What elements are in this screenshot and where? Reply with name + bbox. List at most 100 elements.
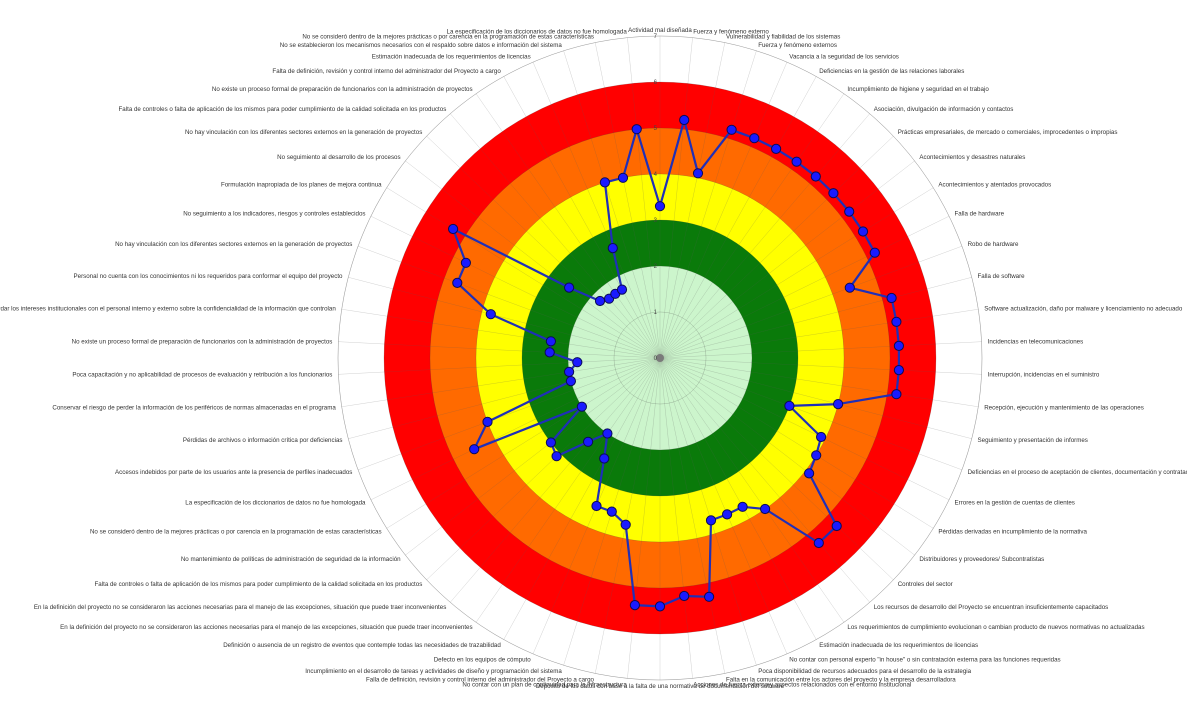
data-point — [811, 450, 822, 461]
data-point — [791, 156, 802, 167]
category-label: Errores en la gestión de cuentas de clie… — [955, 499, 1075, 506]
spoke — [370, 357, 661, 501]
data-point — [594, 295, 606, 307]
category-label: La especificación de los diccionarios de… — [447, 29, 628, 36]
spoke — [659, 61, 788, 359]
spoke — [341, 308, 661, 359]
data-point — [565, 376, 577, 387]
category-label: No seguimiento a los indicadores, riesgo… — [183, 211, 365, 218]
data-point — [469, 444, 480, 455]
data-point — [620, 519, 631, 530]
spoke — [338, 341, 661, 359]
spoke — [594, 42, 661, 359]
spoke — [659, 357, 963, 471]
data-point — [810, 171, 821, 182]
spoke — [386, 187, 661, 359]
spoke — [659, 357, 894, 581]
data-point — [599, 177, 611, 188]
category-label: Controles del sector — [898, 581, 953, 588]
tick-label: 6 — [654, 80, 658, 86]
data-point — [564, 282, 575, 293]
spoke — [405, 357, 661, 556]
spoke — [450, 113, 661, 359]
spoke — [475, 357, 661, 623]
category-label: No se consideró dentro de la mejores prá… — [302, 34, 594, 41]
category-label: No se consideró dentro de la mejores prá… — [90, 529, 382, 536]
spoke — [341, 357, 661, 408]
tick-label: 3 — [654, 218, 658, 224]
spoke — [370, 215, 661, 359]
data-point — [833, 399, 844, 410]
data-point — [760, 503, 771, 515]
category-label: No mantenimiento de políticas de adminis… — [181, 556, 401, 563]
spoke — [659, 135, 894, 359]
data-point — [629, 600, 641, 611]
data-point — [460, 257, 471, 268]
data-point — [583, 436, 594, 447]
data-point — [886, 292, 897, 304]
spoke — [659, 357, 982, 375]
category-label: Seguimiento y presentación de informes — [978, 437, 1088, 444]
spoke — [503, 357, 661, 640]
data-point — [482, 416, 493, 427]
spoke — [659, 357, 693, 679]
category-label: Poca capacitación y no aplicabilidad de … — [72, 372, 332, 379]
data-point — [564, 366, 575, 377]
spoke — [386, 357, 661, 529]
spoke — [405, 160, 661, 359]
data-point — [679, 590, 690, 602]
spoke — [659, 357, 934, 529]
category-label: Salvaguardar los intereses institucional… — [0, 305, 336, 312]
tick-label: 0 — [654, 356, 658, 362]
data-point — [816, 431, 827, 443]
spoke — [659, 357, 870, 603]
category-label: Robo de hardware — [968, 241, 1019, 248]
data-point — [485, 309, 496, 320]
spoke — [348, 357, 661, 439]
data-point — [813, 537, 824, 549]
category-label: Acciones de fuerza externa y aspectos re… — [693, 681, 911, 688]
data-point — [452, 277, 463, 288]
category-label: Falla de software — [978, 273, 1026, 280]
spoke — [450, 357, 661, 603]
category-label: Acontecimientos y desastres naturales — [919, 154, 1025, 161]
series-markers — [448, 114, 905, 612]
spoke — [659, 357, 757, 666]
data-point — [654, 201, 666, 212]
category-label: Estimación inadecuada de los requerimien… — [819, 642, 978, 649]
spoke — [627, 357, 661, 679]
data-point — [726, 124, 737, 135]
data-point — [869, 247, 880, 258]
category-label: Recepción, ejecución y mantenimiento de … — [984, 405, 1144, 412]
spoke — [659, 357, 979, 408]
data-point — [572, 357, 583, 368]
data-point — [544, 347, 555, 358]
spoke — [426, 135, 661, 359]
data-point — [771, 143, 782, 154]
category-label: Poca disponibilidad de recursos adecuado… — [758, 668, 971, 675]
spoke — [357, 245, 661, 359]
data-point — [844, 206, 855, 217]
category-label: Falta en la comunicación entre los actor… — [726, 676, 956, 683]
data-point — [602, 428, 613, 439]
spoke — [563, 50, 661, 359]
category-label: No hay vinculación con los diferentes se… — [115, 241, 352, 248]
center-point — [656, 354, 664, 362]
spoke — [659, 308, 979, 359]
spoke — [659, 357, 817, 640]
category-label: Los requerimientos de cumplimiento evolu… — [847, 624, 1144, 631]
spoke — [659, 93, 845, 359]
tick-label: 5 — [654, 126, 658, 132]
category-label: Prácticas empresariales, de mercado o co… — [898, 129, 1118, 136]
spoke — [659, 37, 693, 359]
category-label: Fuerza y fenómeno externo — [693, 29, 769, 36]
data-point — [804, 468, 815, 479]
spoke — [659, 357, 950, 501]
ring-4 — [475, 173, 845, 543]
category-label: Pérdidas de archivos o información críti… — [183, 437, 343, 444]
spoke — [659, 42, 726, 359]
category-label: Deficiencias en la gestión de las relaci… — [819, 68, 964, 75]
data-point — [591, 500, 602, 512]
data-point — [704, 591, 715, 602]
